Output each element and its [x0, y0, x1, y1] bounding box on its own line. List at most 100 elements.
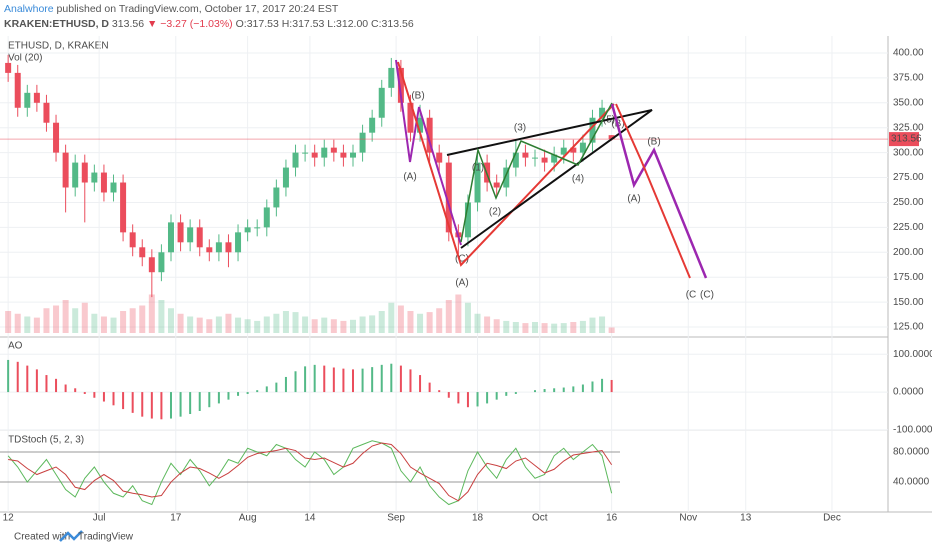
candle-body: [522, 152, 529, 158]
volume-bar: [225, 313, 232, 333]
wave-label: (A): [627, 194, 640, 205]
last: 313.56: [111, 18, 145, 30]
candle-body: [91, 172, 98, 183]
candle-body: [254, 227, 261, 229]
volume-bar: [359, 316, 366, 333]
ao-bar: [74, 388, 77, 393]
y-tick-label: 175.00: [893, 272, 924, 283]
x-tick-label: 13: [740, 513, 752, 524]
footer-brand[interactable]: TradingView: [78, 532, 134, 543]
stoch-line: [8, 442, 613, 502]
y-tick-label: 375.00: [893, 73, 924, 84]
y-tick-label: 150.00: [893, 297, 924, 308]
candle-body: [292, 152, 299, 168]
candle-body: [321, 147, 328, 158]
volume-label: Vol (20): [8, 53, 42, 64]
candle-body: [570, 147, 577, 153]
candle-body: [81, 162, 88, 183]
ao-bar: [83, 392, 86, 394]
volume-bar: [311, 319, 318, 333]
candle-body: [282, 167, 289, 188]
ao-bar: [93, 392, 96, 398]
published: published on TradingView.com, October 17…: [56, 3, 339, 15]
volume-bar: [474, 313, 481, 333]
volume-bar: [187, 316, 194, 333]
candle-body: [541, 157, 548, 163]
volume-bar: [14, 313, 21, 333]
ao-bar: [64, 384, 67, 393]
candle-body: [139, 247, 146, 258]
x-tick-label: Oct: [532, 513, 548, 524]
candle-body: [263, 207, 270, 228]
ao-bar: [543, 389, 546, 393]
volume-bar: [599, 316, 606, 333]
ao-bar: [45, 375, 48, 393]
volume-bar: [388, 302, 395, 333]
volume-bar: [110, 317, 117, 333]
ao-bar: [534, 390, 537, 393]
volume-bar: [330, 319, 337, 333]
ao-bar: [246, 392, 249, 394]
ao-bar: [141, 392, 144, 417]
volume-bar: [426, 312, 433, 333]
ao-bar: [476, 392, 479, 407]
ao-bar: [227, 392, 230, 400]
author[interactable]: Analwhore: [4, 3, 54, 15]
y-tick-label: 225.00: [893, 222, 924, 233]
candle-body: [24, 92, 31, 108]
ao-bar: [131, 392, 134, 413]
x-tick-label: 16: [606, 513, 618, 524]
ao-bar: [591, 381, 594, 393]
x-tick-label: 14: [304, 513, 316, 524]
ao-bar: [208, 392, 211, 408]
candle-body: [187, 227, 194, 243]
ao-bar: [371, 367, 374, 393]
logo: [59, 530, 83, 542]
ao-bar: [562, 387, 565, 393]
ao-label: AO: [8, 341, 23, 352]
y-tick-label: 300.00: [893, 147, 924, 158]
candle-body: [244, 227, 251, 233]
volume-bar: [62, 300, 69, 333]
volume-bar: [196, 317, 203, 333]
volume-bar: [282, 311, 289, 333]
wave-label: (C): [455, 254, 469, 265]
ao-bar: [189, 392, 192, 415]
ao-bar: [553, 388, 556, 393]
candle-body: [14, 72, 21, 108]
pane-title: ETHUSD, D, KRAKEN: [8, 41, 109, 52]
volume-bar: [43, 308, 50, 333]
candle-body: [579, 142, 586, 153]
volume-bar: [235, 317, 242, 333]
y-tick-label: 100.0000: [893, 349, 932, 360]
candle-body: [225, 242, 232, 253]
x-tick-label: Sep: [387, 513, 405, 524]
ao-bar: [419, 375, 422, 393]
wave-label: (1): [472, 163, 484, 174]
candle-body: [158, 252, 165, 273]
candle-body: [167, 222, 174, 253]
candle-body: [349, 152, 356, 158]
change: −3.27 (−1.03%): [160, 18, 233, 30]
ao-bar: [169, 392, 172, 419]
stoch-label: TDStoch (5, 2, 3): [8, 435, 84, 446]
x-tick-label: Jul: [93, 513, 106, 524]
volume-bar: [532, 322, 539, 333]
volume-bar: [206, 319, 213, 333]
candle-body: [532, 157, 539, 159]
candle-body: [110, 182, 117, 193]
candle-body: [599, 107, 606, 118]
candle-body: [503, 167, 510, 188]
candle-body: [369, 117, 376, 133]
y-tick-label: 0.0000: [893, 387, 924, 398]
candle-body: [397, 67, 404, 103]
candle-body: [62, 152, 69, 188]
symbol: KRAKEN:ETHUSD, D: [4, 18, 109, 30]
wave-label: (B): [647, 137, 660, 148]
volume-bar: [349, 319, 356, 333]
candle-body: [235, 232, 242, 253]
candle-body: [330, 147, 337, 153]
candle-body: [560, 147, 567, 155]
volume-bar: [24, 316, 31, 333]
volume-bar: [522, 323, 529, 333]
